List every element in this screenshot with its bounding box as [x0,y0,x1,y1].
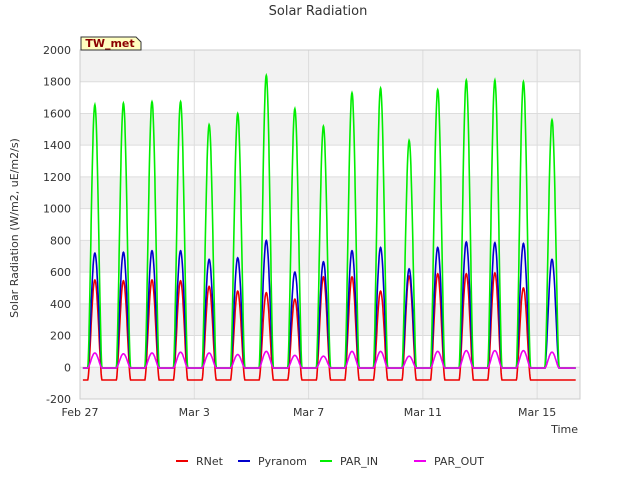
y-tick-label: 1000 [43,203,71,216]
plot-band [80,303,580,336]
chart-title: Solar Radiation [269,4,368,19]
y-tick-label: -200 [46,393,71,406]
x-tick-label: Feb 27 [62,406,99,419]
y-tick-label: 1400 [43,139,71,152]
x-tick-label: Mar 3 [179,406,210,419]
plot-band [80,50,580,82]
plot-frame [79,49,581,400]
plot-band [80,81,580,114]
y-tick-label: 400 [50,298,71,311]
legend-label: PAR_IN [340,455,378,468]
plot-band [80,176,580,209]
station-badge-label: TW_met [85,37,134,50]
legend: RNet Pyranom PAR_IN PAR_OUT [176,455,484,468]
x-axis-label: Time [550,423,578,436]
plot-band [80,113,580,146]
series-line-par-out [82,349,576,369]
y-tick-label: 1800 [43,76,71,89]
y-tick-label: 2000 [43,44,71,57]
plot-band [80,208,580,241]
legend-label: PAR_OUT [434,455,484,468]
y-tick-label: 1600 [43,107,71,120]
y-tick-label: 1200 [43,171,71,184]
x-tick-label: Mar 11 [404,406,442,419]
series-lines [82,72,576,381]
y-axis-label: Solar Radiation (W/m2, uE/m2/s) [8,138,21,318]
legend-label: RNet [196,455,224,468]
x-tick-label: Mar 15 [518,406,556,419]
legend-label: Pyranom [258,455,307,468]
y-tick-label: 600 [50,266,71,279]
y-axis: -200 0 200 400 600 800 1000 1200 1400 1600 1800 200… [43,44,71,406]
plot-band [80,240,580,273]
y-tick-label: 200 [50,330,71,343]
x-axis: Feb 27 Mar 3 Mar 7 Mar 11 Mar 15 [62,406,557,419]
y-tick-label: 800 [50,234,71,247]
y-tick-label: 0 [64,361,71,374]
station-badge: TW_met [80,36,142,51]
x-tick-label: Mar 7 [293,406,324,419]
